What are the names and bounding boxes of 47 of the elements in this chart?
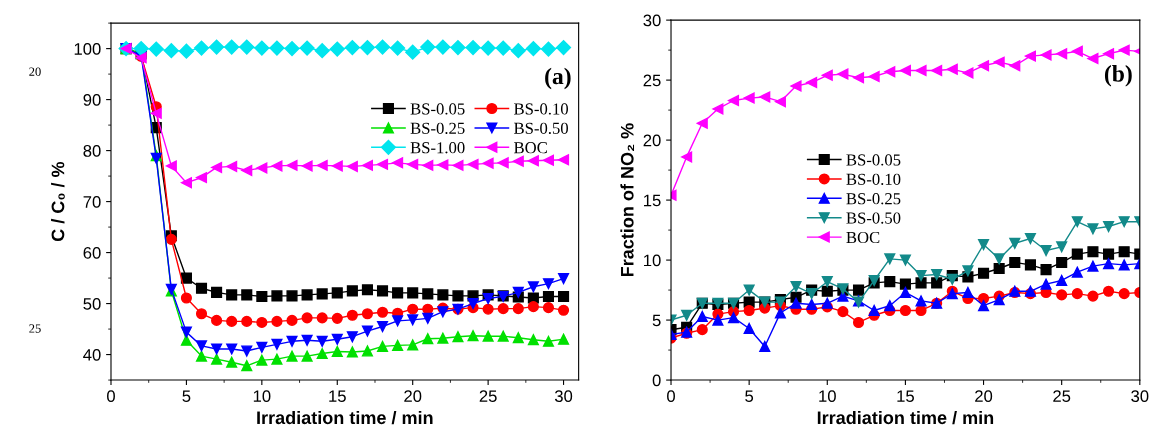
y-axis-title: Fraction of NO₂ % [620, 123, 635, 277]
legend-label: BS-0.05 [846, 154, 901, 166]
legend-label: BS-0.05 [410, 103, 465, 115]
legend-label: BS-0.50 [514, 122, 568, 134]
x-tick-label: 30 [1131, 390, 1149, 403]
y-axis-title: C / C₀ / % [51, 161, 65, 242]
x-tick-label: 0 [667, 390, 675, 403]
legend-label: BOC [846, 231, 880, 244]
y-tick-label: 50 [83, 297, 101, 310]
x-tick-label: 25 [479, 390, 497, 403]
x-tick-label: 5 [182, 390, 191, 403]
annotation: (b) [1104, 65, 1132, 87]
y-tick-label: 70 [83, 195, 101, 208]
y-tick-label: 0 [652, 374, 661, 387]
x-tick-label: 15 [329, 390, 346, 403]
legend-label: BS-1.00 [410, 142, 465, 154]
legend-label: BS-0.50 [846, 212, 901, 224]
legend-label: BS-0.25 [410, 122, 465, 134]
y-tick-label: 90 [83, 94, 101, 106]
x-axis-title: Irradiation time / min [257, 410, 433, 425]
y-tick-label: 25 [643, 74, 661, 87]
annotation: (a) [545, 67, 571, 90]
legend-label: BS-0.10 [846, 173, 901, 185]
y-tick-label: 80 [83, 145, 101, 157]
x-tick-label: 30 [554, 390, 573, 403]
x-axis-title: Irradiation time / min [817, 410, 994, 425]
y-tick-label: 5 [652, 314, 661, 327]
x-tick-label: 25 [1053, 390, 1071, 403]
x-tick-label: 15 [897, 390, 914, 403]
y-tick-label: 20 [643, 134, 661, 147]
legend-label: BS-0.25 [846, 193, 901, 205]
x-tick-label: 20 [404, 390, 422, 403]
x-tick-label: 10 [819, 390, 836, 403]
x-tick-label: 5 [745, 390, 754, 403]
x-tick-label: 20 [975, 390, 993, 403]
y-tick-label: 15 [644, 194, 661, 207]
x-tick-label: 0 [107, 390, 115, 403]
text: 25 [29, 324, 41, 333]
legend-label: BS-0.10 [514, 103, 568, 115]
y-tick-label: 40 [83, 348, 101, 361]
text: 20 [29, 67, 41, 76]
y-tick-label: 30 [643, 14, 661, 27]
x-tick-label: 10 [253, 390, 271, 403]
y-tick-label: 60 [83, 246, 101, 259]
y-tick-label: 10 [644, 254, 661, 267]
y-tick-label: 100 [74, 43, 101, 55]
legend-label: BOC [514, 142, 547, 154]
